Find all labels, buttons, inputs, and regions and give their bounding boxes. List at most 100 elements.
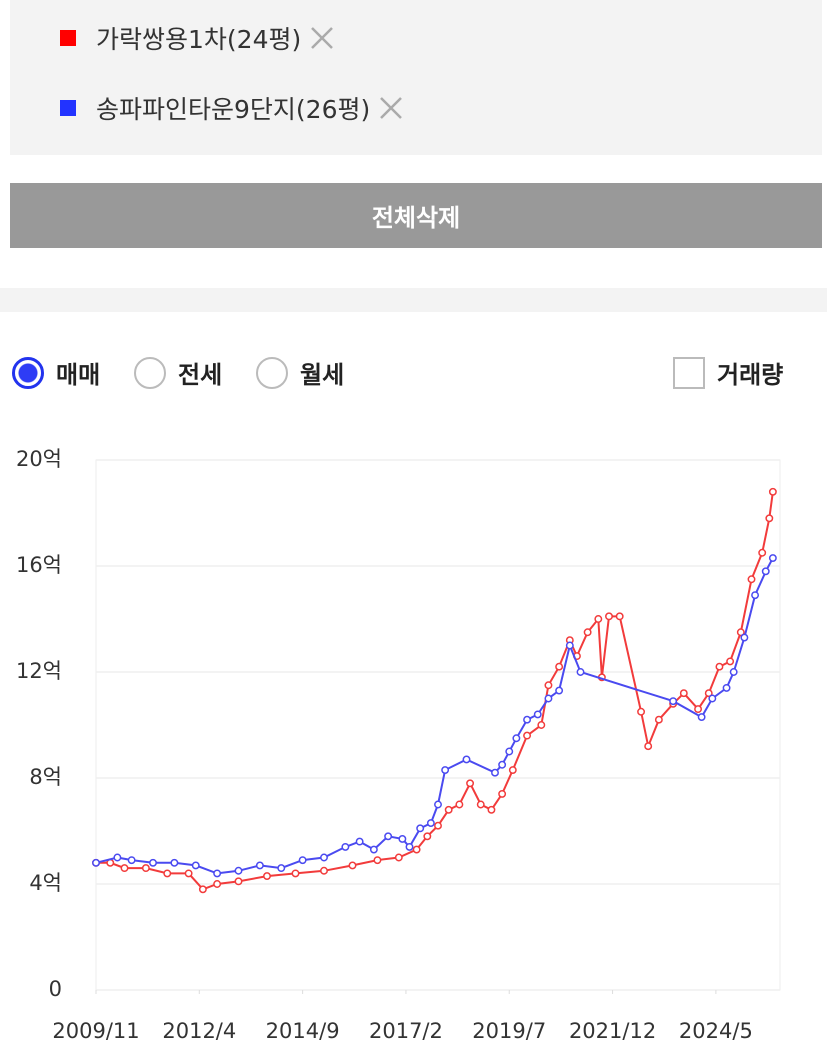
data-point <box>416 824 425 833</box>
data-point <box>615 612 624 621</box>
data-point <box>298 856 307 865</box>
data-point <box>555 686 564 695</box>
data-point <box>476 800 485 809</box>
x-tick-label: 2021/12 <box>569 1019 656 1043</box>
radio-label: 전세 <box>178 361 223 389</box>
data-point <box>355 837 364 846</box>
data-point <box>576 668 585 676</box>
data-point <box>722 683 731 692</box>
data-point <box>127 856 136 865</box>
data-point <box>761 567 770 576</box>
data-point <box>729 668 738 676</box>
radio[interactable] <box>256 356 288 389</box>
data-point <box>758 548 767 557</box>
y-tick-label: 0 <box>49 977 62 1001</box>
y-tick-label: 12억 <box>16 659 62 683</box>
radio-option[interactable]: 전세 <box>134 355 222 390</box>
data-point <box>533 710 542 719</box>
data-point <box>170 858 179 867</box>
data-point <box>234 866 243 875</box>
data-point <box>508 766 517 774</box>
delete-all-button[interactable]: 전체삭제 <box>10 183 822 248</box>
y-tick-label: 8억 <box>29 765 62 789</box>
data-point <box>412 845 421 854</box>
data-point <box>163 869 172 878</box>
radio[interactable] <box>12 356 44 389</box>
data-point <box>120 864 129 873</box>
legend-label: 송파파인타운9단지(26평) <box>96 95 371 124</box>
data-point <box>555 662 564 671</box>
legend-panel: 가락쌍용1차(24평) 송파파인타운9단지(26평) <box>10 0 822 155</box>
data-point <box>434 800 442 809</box>
data-point <box>523 715 532 724</box>
data-point <box>455 800 464 809</box>
radio-option[interactable]: 월세 <box>256 355 344 390</box>
legend-item: 송파파인타운9단지(26평) <box>60 90 404 126</box>
data-point <box>523 731 532 740</box>
data-point <box>751 591 760 600</box>
data-point <box>708 694 717 703</box>
data-point <box>213 880 222 888</box>
data-point <box>320 853 328 862</box>
radio[interactable] <box>134 356 166 389</box>
data-point <box>373 856 382 865</box>
data-point <box>462 755 471 764</box>
checkbox-option[interactable]: 거래량 <box>673 355 783 390</box>
data-point <box>565 641 574 650</box>
data-point <box>405 842 414 851</box>
data-point <box>704 689 713 698</box>
y-tick-label: 20억 <box>16 447 62 471</box>
x-tick-label: 2009/11 <box>52 1019 139 1043</box>
data-point <box>537 721 546 729</box>
data-point <box>726 657 735 666</box>
data-point <box>747 575 756 584</box>
data-point <box>637 707 646 716</box>
radio-label: 월세 <box>300 361 345 389</box>
data-point <box>765 514 774 523</box>
data-point <box>654 715 663 724</box>
data-point <box>444 805 453 814</box>
data-point <box>736 628 745 637</box>
data-point <box>544 694 553 703</box>
remove-button[interactable] <box>378 95 404 121</box>
data-point <box>198 885 207 894</box>
data-point <box>679 689 688 698</box>
data-point <box>348 861 357 870</box>
data-point <box>341 842 350 851</box>
data-point <box>184 869 193 878</box>
x-tick-label: 2017/2 <box>369 1019 443 1043</box>
data-point <box>369 845 378 854</box>
data-point <box>512 734 521 743</box>
data-point <box>644 742 653 751</box>
legend-swatch <box>60 30 76 46</box>
data-point <box>92 858 100 867</box>
checkbox[interactable] <box>673 356 705 389</box>
x-tick-label: 2019/7 <box>472 1019 546 1043</box>
radio-label: 매매 <box>56 361 101 389</box>
data-point <box>398 835 407 843</box>
legend-swatch <box>60 100 76 116</box>
data-point <box>605 612 613 621</box>
data-point <box>740 633 749 642</box>
chart: 0 4억 8억 12억 16억 20억 2009/11 2012/4 2014/9 2017/2 2… <box>16 447 781 1043</box>
data-point <box>505 747 514 756</box>
data-point <box>768 554 777 563</box>
data-point <box>544 681 553 690</box>
data-point <box>669 697 678 706</box>
data-point <box>384 832 393 841</box>
divider <box>0 288 827 312</box>
remove-button[interactable] <box>309 25 335 51</box>
radio-option[interactable]: 매매 <box>12 355 100 390</box>
data-point <box>498 789 507 798</box>
data-point <box>320 866 328 875</box>
data-point <box>213 869 222 878</box>
data-point <box>594 615 603 623</box>
data-point <box>423 832 432 841</box>
data-point <box>141 864 150 873</box>
checkbox-label: 거래량 <box>717 361 784 389</box>
data-point <box>277 864 286 873</box>
y-tick-label: 4억 <box>29 871 62 895</box>
data-point <box>291 869 300 878</box>
data-point <box>113 853 122 862</box>
